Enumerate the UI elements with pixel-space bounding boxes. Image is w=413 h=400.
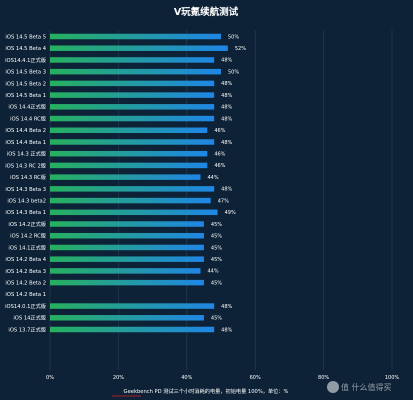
x-tick-label: 0% (46, 375, 54, 381)
x-tick-label: 20% (113, 375, 124, 381)
bar (50, 162, 208, 169)
bar-value-label: 48% (221, 327, 232, 333)
bar (50, 221, 204, 227)
footnote: Geekbench PD 测试三个小时消耗的电量，初始电量 100%，单位：% (112, 387, 289, 397)
bar-value-label: 48% (221, 81, 232, 87)
chart-title: V玩氪续航测试 (174, 6, 239, 18)
bar (50, 174, 201, 180)
bar-value-label: 48% (221, 58, 232, 64)
bar-value-label: 47% (218, 198, 229, 204)
bar-value-label: 45% (211, 257, 222, 263)
bar-value-label: 49% (225, 210, 236, 216)
category-label: iOS14.4.1正式版 (5, 56, 46, 64)
category-label: iOS 14.3 Beta 1 (5, 210, 46, 216)
x-tick-label: 60% (250, 375, 261, 381)
category-label: iOS 14.5 Beta 2 (5, 81, 46, 87)
bar (50, 68, 221, 75)
category-labels: iOS 14.5 Beta 5 iOS 14.5 Beta 4 iOS14.4.1正… (5, 34, 47, 333)
category-label: iOS14.0.1正式版 (5, 302, 46, 310)
footnote-text: Geekbench PD 测试三个小时消耗的电量，初始电量 100%，单位：% (124, 387, 289, 395)
category-label: iOS 14正式版 (13, 314, 46, 322)
bar-value-label: 48% (221, 187, 232, 193)
bar (50, 303, 215, 309)
category-label: iOS 14.1正式版 (8, 243, 46, 251)
bar-value-label: 46% (214, 163, 225, 169)
category-label: iOS 14.3 正式版 (7, 150, 46, 158)
bar (50, 232, 204, 239)
bar (50, 186, 215, 192)
watermark-logo (327, 381, 339, 393)
category-label: iOS 14.5 Beta 1 (5, 93, 46, 99)
bar-value-label: 45% (211, 280, 222, 286)
category-label: iOS 14.4 RC版 (10, 114, 46, 122)
bar-value-label: 44% (207, 269, 218, 275)
category-label: iOS 14.4 Beta 1 (5, 140, 46, 146)
category-label: iOS 14.4正式版 (8, 103, 46, 111)
bar-value-label: 48% (221, 304, 232, 310)
bar (50, 256, 204, 262)
bars: 50%52%48%50%48%48%48%48%46%48%46%46%44%4… (50, 33, 246, 333)
watermark: 值 什么值得买 (327, 381, 392, 393)
bar-value-label: 45% (211, 316, 222, 322)
x-tick-label: 80% (318, 375, 329, 381)
bar (50, 115, 215, 122)
bar (50, 326, 215, 333)
category-label: iOS 14.3 beta2 (7, 198, 46, 204)
watermark-text: 值 什么值得买 (341, 382, 392, 392)
category-label: iOS 13.7正式版 (8, 325, 46, 333)
bar-value-label: 44% (207, 175, 218, 181)
category-label: iOS 14.2 Beta 2 (5, 281, 46, 287)
bar (50, 209, 218, 216)
bar (50, 92, 215, 98)
category-label: iOS 14.3 Beta 3 (5, 187, 46, 193)
bar (50, 139, 215, 145)
category-label: iOS 14.5 Beta 5 (5, 34, 46, 40)
bar (50, 150, 208, 157)
bar (50, 268, 201, 274)
bar (50, 45, 228, 51)
bar-value-label: 48% (221, 116, 232, 122)
bar-value-label: 46% (214, 152, 225, 158)
category-label: iOS 14.4 Beta 2 (5, 128, 46, 134)
bar-value-label: 45% (211, 222, 222, 228)
bar (50, 104, 215, 110)
bar (50, 57, 215, 63)
bar-value-label: 46% (214, 128, 225, 134)
x-tick-label: 100% (385, 375, 400, 381)
bar-value-label: 50% (228, 69, 239, 75)
category-label: iOS 14.2 RC版 (10, 232, 46, 240)
bar (50, 244, 204, 251)
bar-value-label: 45% (211, 245, 222, 251)
bar-value-label: 52% (235, 46, 246, 52)
category-label: iOS 14.2 Beta 3 (5, 269, 46, 275)
category-label: iOS 14.5 Beta 3 (5, 70, 46, 76)
bar (50, 315, 204, 321)
bar (50, 80, 215, 87)
bar-value-label: 48% (221, 93, 232, 99)
bar-value-label: 50% (228, 34, 239, 40)
category-label: iOS 14.2正式版 (8, 220, 46, 228)
bar-value-label: 45% (211, 234, 222, 240)
x-tick-label: 40% (181, 375, 192, 381)
x-axis-ticks: 0% 20% 40% 60% 80% 100% (46, 375, 399, 381)
category-label: iOS 14.2 Beta 1 (5, 292, 46, 298)
bar (50, 33, 221, 40)
category-label: iOS 14.3 RC版 (10, 173, 46, 181)
bar (50, 127, 208, 134)
bar-value-label: 48% (221, 140, 232, 146)
category-label: iOS 14.5 Beta 4 (5, 46, 46, 52)
category-label: iOS 14.2 Beta 4 (5, 257, 46, 263)
category-label: iOS 14.3 RC 2版 (5, 161, 46, 169)
bar (50, 279, 204, 286)
bar-value-label: 48% (221, 105, 232, 111)
bar (50, 197, 211, 204)
